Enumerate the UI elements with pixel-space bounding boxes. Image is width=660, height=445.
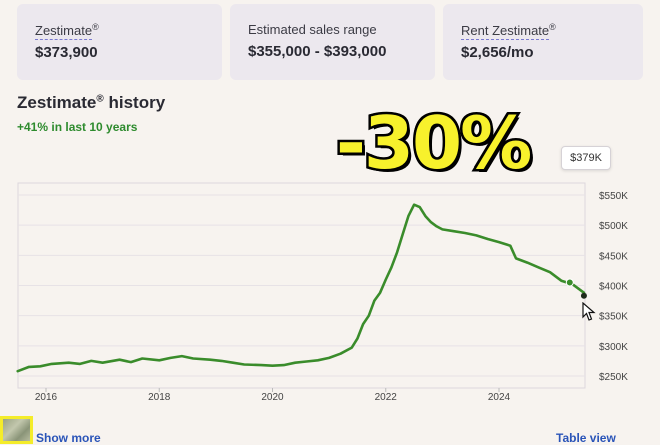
zestimate-card: Zestimate® $373,900: [17, 4, 222, 80]
y-tick-label: $350K: [599, 312, 628, 323]
sales-range-label: Estimated sales range: [248, 22, 377, 37]
mouse-cursor-icon: [582, 302, 596, 321]
y-tick-label: $400K: [599, 282, 628, 293]
x-tick-label: 2022: [375, 392, 398, 403]
rent-zestimate-card: Rent Zestimate® $2,656/mo: [443, 4, 643, 80]
y-tick-label: $500K: [599, 221, 628, 232]
zestimate-series-line: [16, 203, 586, 373]
rent-zestimate-label[interactable]: Rent Zestimate®: [461, 22, 556, 41]
zestimate-label[interactable]: Zestimate®: [35, 22, 99, 41]
chart-tooltip: $379K: [561, 146, 611, 170]
zestimate-value: $373,900: [35, 44, 98, 62]
history-title: Zestimate® history: [17, 93, 166, 112]
x-tick-label: 2020: [261, 392, 284, 403]
x-tick-label: 2024: [488, 392, 511, 403]
x-tick-label: 2018: [148, 392, 171, 403]
percent-overlay: -30%: [333, 101, 534, 185]
history-change: +41% in last 10 years: [17, 120, 138, 134]
series-marker: [565, 278, 574, 287]
hover-marker: [580, 292, 587, 299]
y-tick-label: $250K: [599, 372, 628, 383]
photo-thumbnail[interactable]: [0, 416, 33, 444]
y-tick-label: $550K: [599, 191, 628, 202]
x-tick-label: 2016: [35, 392, 58, 403]
sales-range-value: $355,000 - $393,000: [248, 43, 387, 60]
table-view-link[interactable]: Table view: [556, 431, 616, 445]
y-tick-label: $300K: [599, 342, 628, 353]
y-tick-label: $450K: [599, 251, 628, 262]
sales-range-card: Estimated sales range $355,000 - $393,00…: [230, 4, 435, 80]
rent-zestimate-value: $2,656/mo: [461, 44, 534, 62]
show-more-link[interactable]: Show more: [36, 431, 101, 445]
